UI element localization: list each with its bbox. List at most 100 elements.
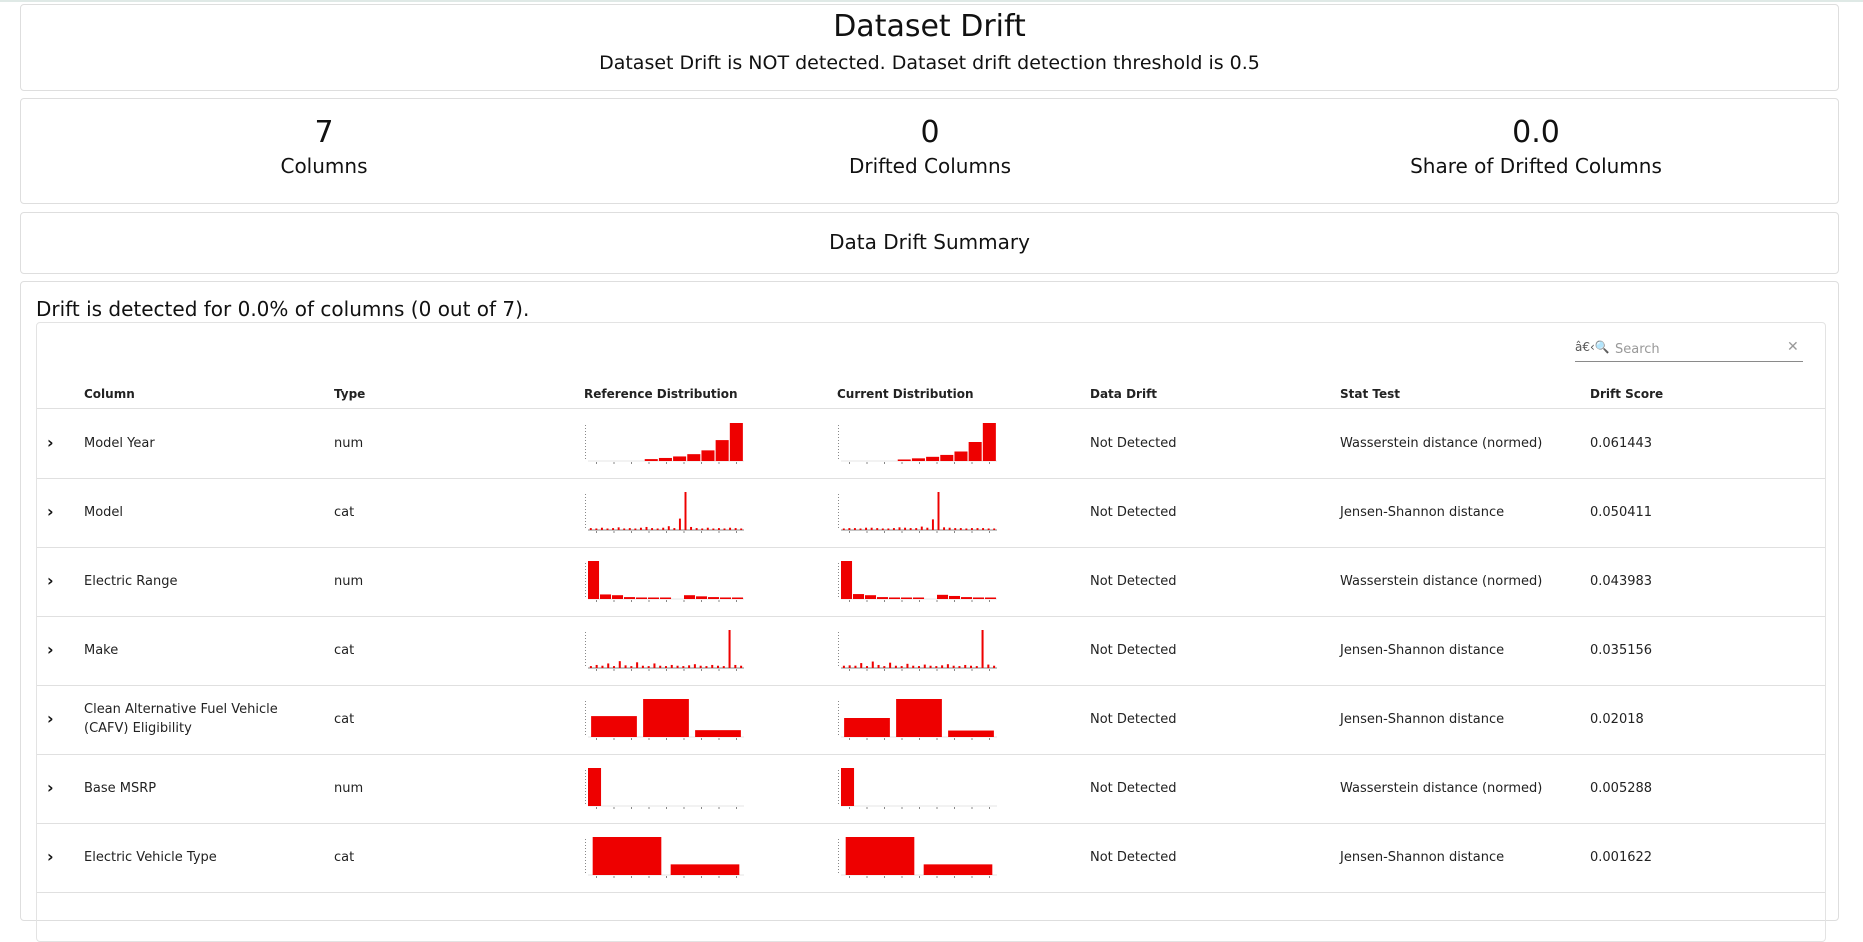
histogram-bar [688,665,691,668]
axis-tick [585,713,586,714]
histogram-bar [645,526,648,530]
histogram-bar [687,454,701,461]
histogram-bar [959,528,962,530]
axis-tick [585,443,586,444]
x-tick [613,807,615,809]
axis-tick [838,653,839,654]
x-tick [901,531,903,533]
histogram-bar [897,459,911,461]
axis-tick [585,800,586,801]
clear-icon[interactable]: ✕ [1787,339,1799,355]
expand-chevron-icon[interactable]: › [47,571,54,590]
x-tick [613,669,615,671]
axis-tick [585,587,586,588]
expand-chevron-icon[interactable]: › [47,502,54,521]
x-tick [718,462,720,464]
reference-distribution-chart [585,561,744,602]
x-tick [866,738,868,740]
axis-tick [585,446,586,447]
x-tick [866,462,868,464]
histogram-bar [684,595,696,599]
axis-tick [838,428,839,429]
col-header-stat-test[interactable]: Stat Test [1340,387,1400,401]
x-tick [989,807,990,809]
x-tick [648,462,650,464]
expand-chevron-icon[interactable]: › [47,778,54,797]
x-tick [866,600,868,602]
x-tick [596,462,597,464]
axis-tick [585,434,586,435]
x-tick [849,462,850,464]
axis-tick [585,449,586,450]
x-tick [919,876,920,878]
axis-tick [838,587,839,588]
axis-tick [585,593,586,594]
x-tick [936,876,938,878]
axis-tick [838,872,839,873]
axis-tick [838,500,839,501]
histogram-bar [948,527,951,530]
axis-tick [585,734,586,735]
table-row[interactable]: › Clean Alternative Fuel Vehicle (CAFV) E… [37,685,1825,755]
histogram-bar [898,527,901,530]
x-tick [901,738,903,740]
histogram-bar [612,595,624,599]
histogram-bar [935,666,938,668]
histogram-bar [940,454,954,461]
x-tick [936,531,938,533]
search-input[interactable] [1615,340,1775,358]
stat-test-cell: Jensen-Shannon distance [1340,505,1505,520]
histogram-bar [648,597,660,599]
table-row[interactable]: › Base MSRP num Not Detected Wasserstein dis… [37,754,1825,824]
x-tick [596,807,597,809]
x-tick [648,807,650,809]
histogram-bar [708,597,720,599]
col-header-type[interactable]: Type [334,387,366,401]
axis-tick [585,788,586,789]
axis-tick [585,506,586,507]
axis-tick [838,839,839,840]
histogram-bar [926,527,929,530]
x-tick [884,531,885,533]
expand-chevron-icon[interactable]: › [47,640,54,659]
histogram-bar [870,527,873,530]
histogram-bar [896,699,942,737]
histogram-bar [993,665,996,668]
table-row[interactable]: › Electric Range num Not Detected Wasserstei… [37,547,1825,617]
x-tick [648,669,650,671]
axis-tick [585,785,586,786]
histogram-bar [658,457,672,461]
search-box[interactable]: â€‹🔍 ✕ [1575,337,1803,362]
histogram-bar [883,666,886,668]
column-name-cell: Clean Alternative Fuel Vehicle (CAFV) El… [84,702,278,736]
expand-chevron-icon[interactable]: › [47,433,54,452]
x-tick [631,600,632,602]
table-row[interactable]: › Make cat Not Detected Jensen-Shannon dista… [37,616,1825,686]
histogram-bar [588,561,600,599]
expand-chevron-icon[interactable]: › [47,847,54,866]
col-header-drift-score[interactable]: Drift Score [1590,387,1664,401]
table-row[interactable]: › Electric Vehicle Type cat Not Detected Jen… [37,823,1825,893]
data-drift-cell: Not Detected [1090,574,1177,589]
axis-tick [585,641,586,642]
axis-tick [838,773,839,774]
histogram-bar [732,597,744,599]
table-row[interactable]: › Model Year num Not Detected Wasserstein di… [37,409,1825,479]
page-subtitle: Dataset Drift is NOT detected. Dataset d… [599,52,1260,74]
stat-test-cell: Jensen-Shannon distance [1340,850,1505,865]
table-row[interactable]: › Model cat Not Detected Jensen-Shannon dist… [37,478,1825,548]
reference-distribution-chart [585,423,744,464]
histogram-bar [912,665,915,668]
x-tick [631,876,632,878]
x-tick [901,669,903,671]
axis-tick [838,455,839,456]
axis-tick [585,773,586,774]
x-tick [919,531,920,533]
expand-chevron-icon[interactable]: › [47,709,54,728]
histogram-bar [729,423,743,461]
col-header-data-drift[interactable]: Data Drift [1090,387,1158,401]
histogram-bar [591,716,637,737]
col-header-column[interactable]: Column [84,387,135,401]
x-tick [718,531,720,533]
axis-tick [838,665,839,666]
